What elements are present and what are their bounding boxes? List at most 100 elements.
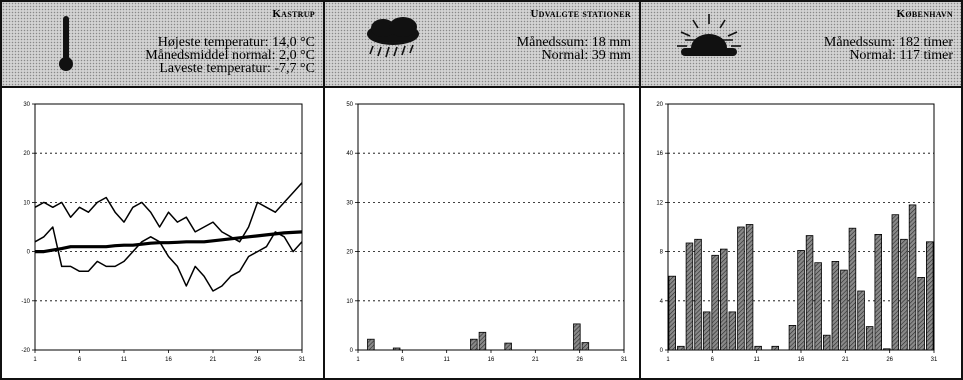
plot-area-0 xyxy=(34,103,303,351)
stat-min-temperature: Laveste temperatur: -7,7 °C xyxy=(159,61,315,76)
y-tick-label: 30 xyxy=(346,200,353,206)
precipitation-stats: Månedssum: 18 mm Normal: 39 mm xyxy=(516,35,631,63)
bar xyxy=(737,226,745,351)
x-tick-label: 21 xyxy=(210,357,217,363)
bar xyxy=(814,262,822,351)
x-tick-label: 26 xyxy=(576,357,583,363)
x-tick-label: 31 xyxy=(621,357,628,363)
y-tick-label: 16 xyxy=(656,151,663,157)
bar xyxy=(857,290,865,351)
y-tick-label: -10 xyxy=(21,299,30,305)
x-tick-label: 16 xyxy=(165,357,172,363)
stat-precip-sum: Månedssum: 18 mm xyxy=(516,35,631,50)
y-tick-label: 30 xyxy=(23,102,30,108)
x-tick-label: 16 xyxy=(488,357,495,363)
panel-precipitation-header: Udvalgte stationer Månedssum: 18 mm Norm… xyxy=(325,2,639,88)
x-tick-label: 26 xyxy=(254,357,261,363)
y-tick-label: 0 xyxy=(350,348,354,354)
bar xyxy=(788,324,797,351)
x-tick-label: 21 xyxy=(532,357,539,363)
stat-sun-sum: Månedssum: 182 timer xyxy=(823,35,953,50)
bar xyxy=(668,275,676,351)
panel-sunshine: København Månedssum: 182 timer Normal: 1… xyxy=(639,0,963,380)
x-tick-label: 11 xyxy=(121,357,128,363)
bar xyxy=(925,241,934,351)
panel-title-stations: Udvalgte stationer xyxy=(530,8,631,20)
panel-title-kobenhavn: København xyxy=(896,8,953,20)
x-tick-label: 26 xyxy=(886,357,893,363)
bar xyxy=(822,334,831,351)
series-line-max xyxy=(34,182,303,243)
rain-cloud-icon xyxy=(367,17,419,58)
bar xyxy=(908,204,917,351)
bar xyxy=(891,214,900,351)
x-tick-label: 1 xyxy=(356,357,360,363)
bar xyxy=(504,342,512,351)
bar xyxy=(874,233,882,351)
y-tick-label: 40 xyxy=(346,151,353,157)
bar xyxy=(848,227,857,351)
y-tick-label: -20 xyxy=(21,348,30,354)
x-tick-label: 1 xyxy=(33,357,37,363)
bar xyxy=(470,338,478,351)
stat-max-temperature: Højeste temperatur: 14,0 °C xyxy=(157,35,315,50)
bar xyxy=(883,348,891,351)
stat-sun-normal: Normal: 117 timer xyxy=(849,48,953,63)
y-tick-label: 4 xyxy=(660,299,664,305)
thermometer-icon xyxy=(59,16,73,71)
bar xyxy=(694,238,702,351)
x-tick-label: 11 xyxy=(754,357,761,363)
y-tick-label: 12 xyxy=(656,200,663,206)
bar xyxy=(797,249,805,351)
bar xyxy=(805,235,814,351)
bar xyxy=(720,248,728,351)
sun-icon xyxy=(677,14,741,56)
x-tick-label: 1 xyxy=(666,357,670,363)
bar xyxy=(677,345,685,351)
x-tick-label: 6 xyxy=(78,357,82,363)
x-tick-label: 21 xyxy=(842,357,849,363)
x-tick-label: 6 xyxy=(711,357,715,363)
panel-precipitation: Udvalgte stationer Månedssum: 18 mm Norm… xyxy=(323,0,641,380)
x-tick-label: 31 xyxy=(931,357,938,363)
bar xyxy=(367,338,375,351)
bar xyxy=(581,342,590,351)
y-tick-label: 0 xyxy=(660,348,664,354)
bar xyxy=(865,326,874,351)
bar xyxy=(745,224,754,351)
y-tick-label: 20 xyxy=(346,250,353,256)
temperature-stats: Højeste temperatur: 14,0 °C Månedsmiddel… xyxy=(145,35,315,76)
y-tick-label: 8 xyxy=(660,250,664,256)
bar xyxy=(900,238,908,351)
x-tick-label: 31 xyxy=(299,357,306,363)
bar xyxy=(917,276,925,351)
y-tick-label: 20 xyxy=(656,102,663,108)
bar xyxy=(754,345,762,351)
bar xyxy=(685,242,694,351)
bar xyxy=(711,254,719,351)
panel-sunshine-header: København Månedssum: 182 timer Normal: 1… xyxy=(641,2,961,88)
panel-title-kastrup: Kastrup xyxy=(272,8,315,20)
y-tick-label: 10 xyxy=(23,200,30,206)
panel-temperature-header: Kastrup Højeste temperatur: 14,0 °C Måne… xyxy=(2,2,323,88)
x-tick-label: 16 xyxy=(798,357,805,363)
bar xyxy=(392,347,401,351)
bar xyxy=(478,331,487,351)
panel-temperature: Kastrup Højeste temperatur: 14,0 °C Måne… xyxy=(0,0,325,380)
stat-normal-temperature: Månedsmiddel normal: 2,0 °C xyxy=(145,48,315,63)
x-tick-label: 11 xyxy=(444,357,451,363)
bar xyxy=(728,311,737,351)
plot-area-1 xyxy=(357,103,625,351)
bar xyxy=(573,323,581,351)
y-tick-label: 50 xyxy=(346,102,353,108)
y-tick-label: 0 xyxy=(27,250,31,256)
y-tick-label: 20 xyxy=(23,151,30,157)
bar xyxy=(771,345,779,351)
sunshine-stats: Månedssum: 182 timer Normal: 117 timer xyxy=(823,35,953,63)
bar xyxy=(702,311,711,351)
x-tick-label: 6 xyxy=(401,357,405,363)
